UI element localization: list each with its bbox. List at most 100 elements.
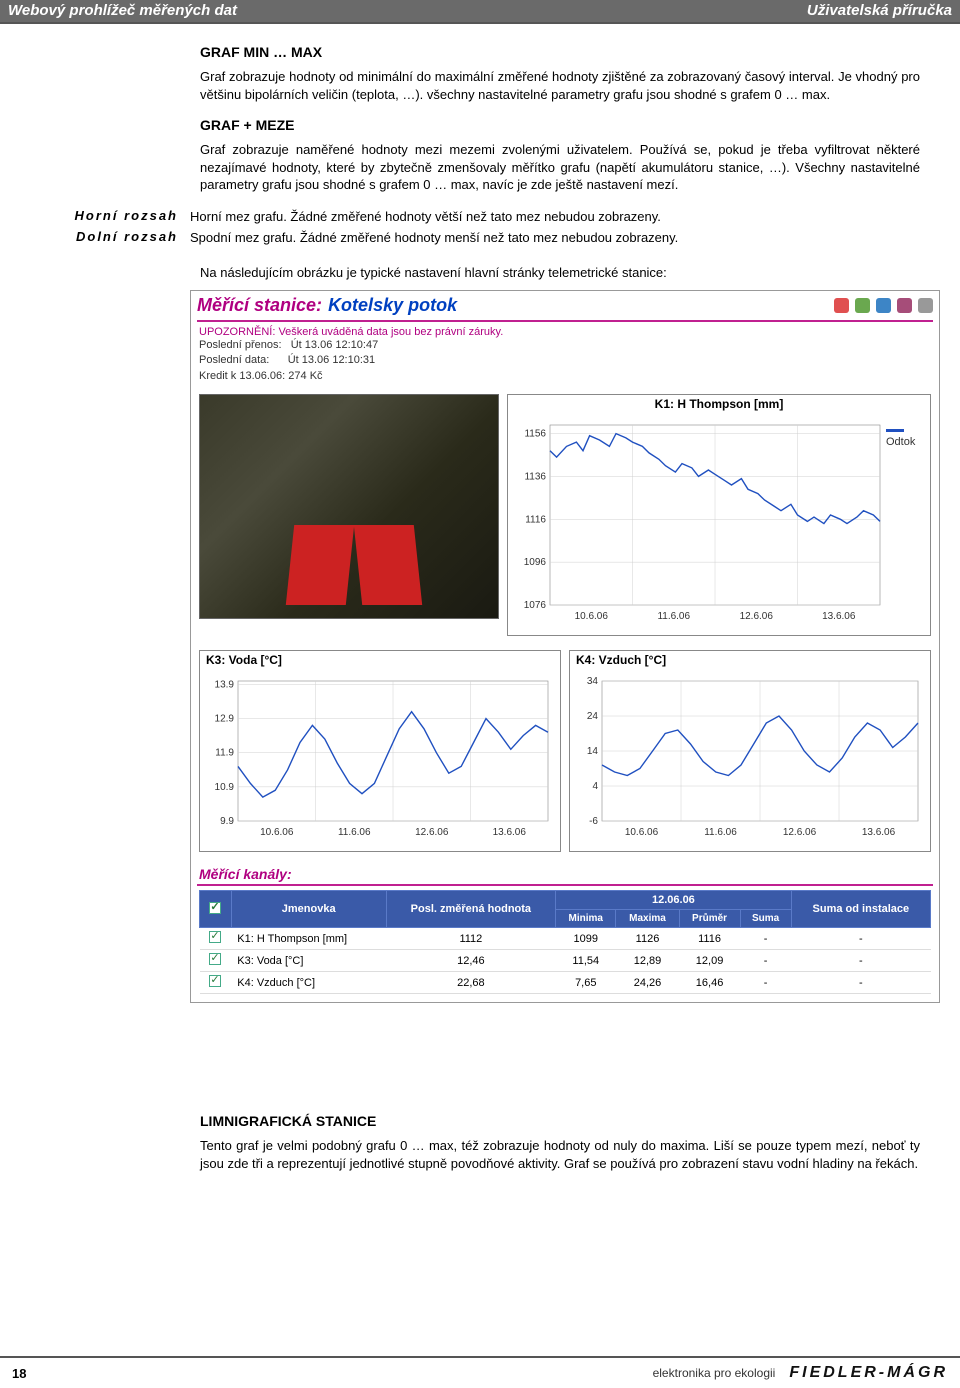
chart-k1-svg: 1076109611161136115610.6.0611.6.0612.6.0…	[508, 415, 928, 635]
svg-text:1096: 1096	[524, 557, 547, 568]
th-max: Maxima	[616, 910, 679, 928]
station-photo	[199, 394, 499, 619]
svg-text:12.6.06: 12.6.06	[740, 611, 774, 622]
cell-avg: 12,09	[679, 950, 740, 972]
th-checkbox	[200, 891, 232, 928]
para-limnigraficka: Tento graf je velmi podobný grafu 0 … ma…	[200, 1137, 920, 1172]
cell-last: 22,68	[386, 972, 556, 994]
chart-k4-title: K4: Vzduch [°C]	[570, 651, 930, 671]
cell-checkbox[interactable]	[200, 928, 232, 950]
cell-sum2: -	[791, 972, 930, 994]
th-avg: Průměr	[679, 910, 740, 928]
lead-text: Na následujícím obrázku je typické nasta…	[200, 265, 920, 280]
chart-k1-title: K1: H Thompson [mm]	[508, 395, 930, 415]
cell-max: 12,89	[616, 950, 679, 972]
def-text-horni: Horní mez grafu. Žádné změřené hodnoty v…	[190, 208, 920, 226]
station-name: Kotelsky potok	[328, 295, 457, 316]
svg-text:11.6.06: 11.6.06	[657, 611, 690, 622]
cell-sum2: -	[791, 928, 930, 950]
svg-text:1116: 1116	[525, 514, 546, 525]
th-sum-install: Suma od instalace	[791, 891, 930, 928]
th-date: 12.06.06	[556, 891, 792, 910]
chart-k3-svg: 9.9 10.9 11.9 12.9 13.9 10.6.06 11.6.06 12.6.06…	[200, 671, 560, 851]
chart-k4: K4: Vzduch [°C] -6414243410.6.0611.6.061…	[569, 650, 931, 852]
station-screenshot: Měřící stanice: Kotelsky potok UPOZORNĚN…	[190, 290, 940, 1003]
th-jmenovka: Jmenovka	[231, 891, 386, 928]
icon-4[interactable]	[897, 298, 912, 313]
svg-text:10.6.06: 10.6.06	[260, 827, 294, 838]
section-limnigraficka: LIMNIGRAFICKÁ STANICE Tento graf je velm…	[200, 1113, 920, 1172]
cell-min: 7,65	[556, 972, 616, 994]
svg-text:12.9: 12.9	[215, 714, 235, 725]
def-text-dolni: Spodní mez grafu. Žádné změřené hodnoty …	[190, 229, 920, 247]
cell-checkbox[interactable]	[200, 950, 232, 972]
def-horni-rozsah: Horní rozsah Horní mez grafu. Žádné změř…	[40, 208, 920, 226]
icon-1[interactable]	[834, 298, 849, 313]
heading-graf-meze: GRAF + MEZE	[200, 117, 920, 133]
cell-sum: -	[740, 972, 791, 994]
th-min: Minima	[556, 910, 616, 928]
cell-min: 11,54	[556, 950, 616, 972]
def-label-dolni: Dolní rozsah	[40, 229, 190, 247]
cell-sum: -	[740, 928, 791, 950]
svg-text:12.6.06: 12.6.06	[415, 827, 449, 838]
svg-text:13.9: 13.9	[215, 679, 235, 690]
footer-text: elektronika pro ekologii	[46, 1366, 775, 1380]
cell-max: 24,26	[616, 972, 679, 994]
icon-2[interactable]	[855, 298, 870, 313]
section-graf-min-max: GRAF MIN … MAX Graf zobrazuje hodnoty od…	[200, 44, 920, 103]
header-bar: Webový prohlížeč měřených dat Uživatelsk…	[0, 0, 960, 24]
meta-data-val: Út 13.06 12:10:31	[288, 354, 375, 366]
svg-text:10.6.06: 10.6.06	[575, 611, 609, 622]
svg-text:14: 14	[587, 746, 599, 757]
th-sum: Suma	[740, 910, 791, 928]
cell-name: K1: H Thompson [mm]	[231, 928, 386, 950]
cell-avg: 1116	[679, 928, 740, 950]
icon-5[interactable]	[918, 298, 933, 313]
cell-sum2: -	[791, 950, 930, 972]
svg-text:9.9: 9.9	[220, 816, 234, 827]
page-footer: 18 elektronika pro ekologii FIEDLER-MÁGR	[0, 1356, 960, 1388]
table-row: K1: H Thompson [mm]1112109911261116--	[200, 928, 931, 950]
cell-checkbox[interactable]	[200, 972, 232, 994]
svg-text:1076: 1076	[524, 600, 547, 611]
svg-text:11.9: 11.9	[215, 748, 234, 759]
heading-limnigraficka: LIMNIGRAFICKÁ STANICE	[200, 1113, 920, 1129]
icon-3[interactable]	[876, 298, 891, 313]
cell-sum: -	[740, 950, 791, 972]
svg-text:1136: 1136	[524, 471, 546, 482]
th-last: Posl. změřená hodnota	[386, 891, 556, 928]
section-graf-meze: GRAF + MEZE Graf zobrazuje naměřené hodn…	[200, 117, 920, 194]
svg-text:24: 24	[587, 711, 599, 722]
svg-text:11.6.06: 11.6.06	[338, 827, 371, 838]
svg-text:13.6.06: 13.6.06	[862, 827, 896, 838]
svg-text:10.9: 10.9	[215, 782, 235, 793]
def-dolni-rozsah: Dolní rozsah Spodní mez grafu. Žádné změ…	[40, 229, 920, 247]
svg-text:13.6.06: 13.6.06	[493, 827, 527, 838]
channels-title: Měřící kanály:	[199, 866, 931, 882]
svg-text:12.6.06: 12.6.06	[783, 827, 817, 838]
cell-name: K3: Voda [°C]	[231, 950, 386, 972]
para-graf-min-max: Graf zobrazuje hodnoty od minimální do m…	[200, 68, 920, 103]
footer-brand: FIEDLER-MÁGR	[789, 1364, 948, 1382]
para-graf-meze: Graf zobrazuje naměřené hodnoty mezi mez…	[200, 141, 920, 194]
meta-kredit: Kredit k 13.06.06: 274 Kč	[199, 370, 323, 382]
station-title-label: Měřící stanice:	[197, 295, 322, 316]
cell-last: 1112	[386, 928, 556, 950]
svg-text:11.6.06: 11.6.06	[704, 827, 737, 838]
warning-text: UPOZORNĚNÍ: Veškerá uváděná data jsou be…	[191, 326, 939, 338]
svg-text:13.6.06: 13.6.06	[822, 611, 856, 622]
cell-avg: 16,46	[679, 972, 740, 994]
chart-k3: K3: Voda [°C] 9.9 10.9 11.9 12.9 13.9 10.6.06…	[199, 650, 561, 852]
heading-graf-min-max: GRAF MIN … MAX	[200, 44, 920, 60]
meta-prenos-val: Út 13.06 12:10:47	[291, 339, 378, 351]
meta-prenos-label: Poslední přenos:	[199, 339, 282, 351]
table-row: K4: Vzduch [°C]22,687,6524,2616,46--	[200, 972, 931, 994]
def-label-horni: Horní rozsah	[40, 208, 190, 226]
channels-table: Jmenovka Posl. změřená hodnota 12.06.06 …	[199, 890, 931, 994]
header-left: Webový prohlížeč měřených dat	[8, 2, 237, 19]
cell-name: K4: Vzduch [°C]	[231, 972, 386, 994]
chart-k3-title: K3: Voda [°C]	[200, 651, 560, 671]
page-number: 18	[12, 1366, 26, 1381]
svg-text:34: 34	[587, 676, 599, 687]
